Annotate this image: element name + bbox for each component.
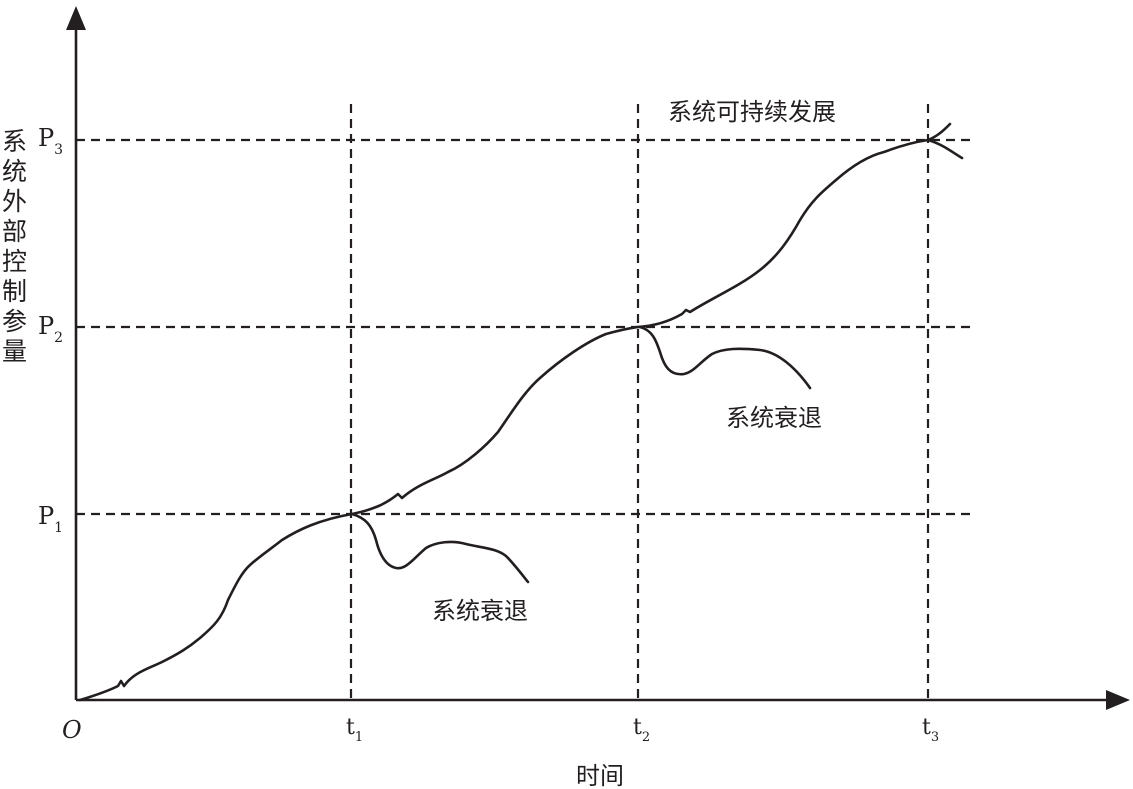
decline-curve-2 — [638, 325, 812, 390]
sustainable-development-annotation: 系统可持续发展 — [668, 98, 836, 126]
y-axis-title-char: 制 — [2, 277, 27, 306]
growth-curve-tail — [926, 138, 964, 160]
y-axis-title-char: 量 — [2, 337, 27, 366]
x-axis-arrowhead — [1106, 690, 1130, 710]
decline-annotation-1: 系统衰退 — [432, 597, 528, 625]
y-axis-title-char: 系 — [2, 127, 27, 156]
growth-curve — [78, 122, 952, 702]
y-axis-title-char: 控 — [2, 247, 27, 276]
y-axis-title-char: 统 — [2, 157, 27, 186]
decline-curve-1 — [350, 512, 530, 584]
origin-label: O — [62, 716, 82, 744]
p1-subscript: 1 — [54, 520, 63, 536]
t1-subscript: 1 — [355, 730, 363, 745]
decline-annotation-2: 系统衰退 — [726, 404, 822, 432]
p1-label: P1 — [38, 502, 63, 536]
p3-label: P3 — [38, 124, 63, 158]
p2-subscript: 2 — [54, 330, 63, 346]
t1-label: t1 — [346, 715, 363, 745]
x-axis-title: 时间 — [576, 762, 624, 789]
t3-subscript: 3 — [931, 730, 939, 745]
t3-label: t3 — [922, 715, 939, 745]
y-axis-title-char: 参 — [2, 307, 27, 336]
y-axis-title-char: 部 — [2, 217, 27, 246]
t2-label: t2 — [633, 715, 650, 745]
y-axis-title-char: 外 — [2, 187, 27, 216]
p3-subscript: 3 — [54, 142, 63, 158]
p2-label: P2 — [38, 312, 63, 346]
t2-subscript: 2 — [642, 730, 650, 745]
y-axis-arrowhead — [66, 6, 86, 30]
